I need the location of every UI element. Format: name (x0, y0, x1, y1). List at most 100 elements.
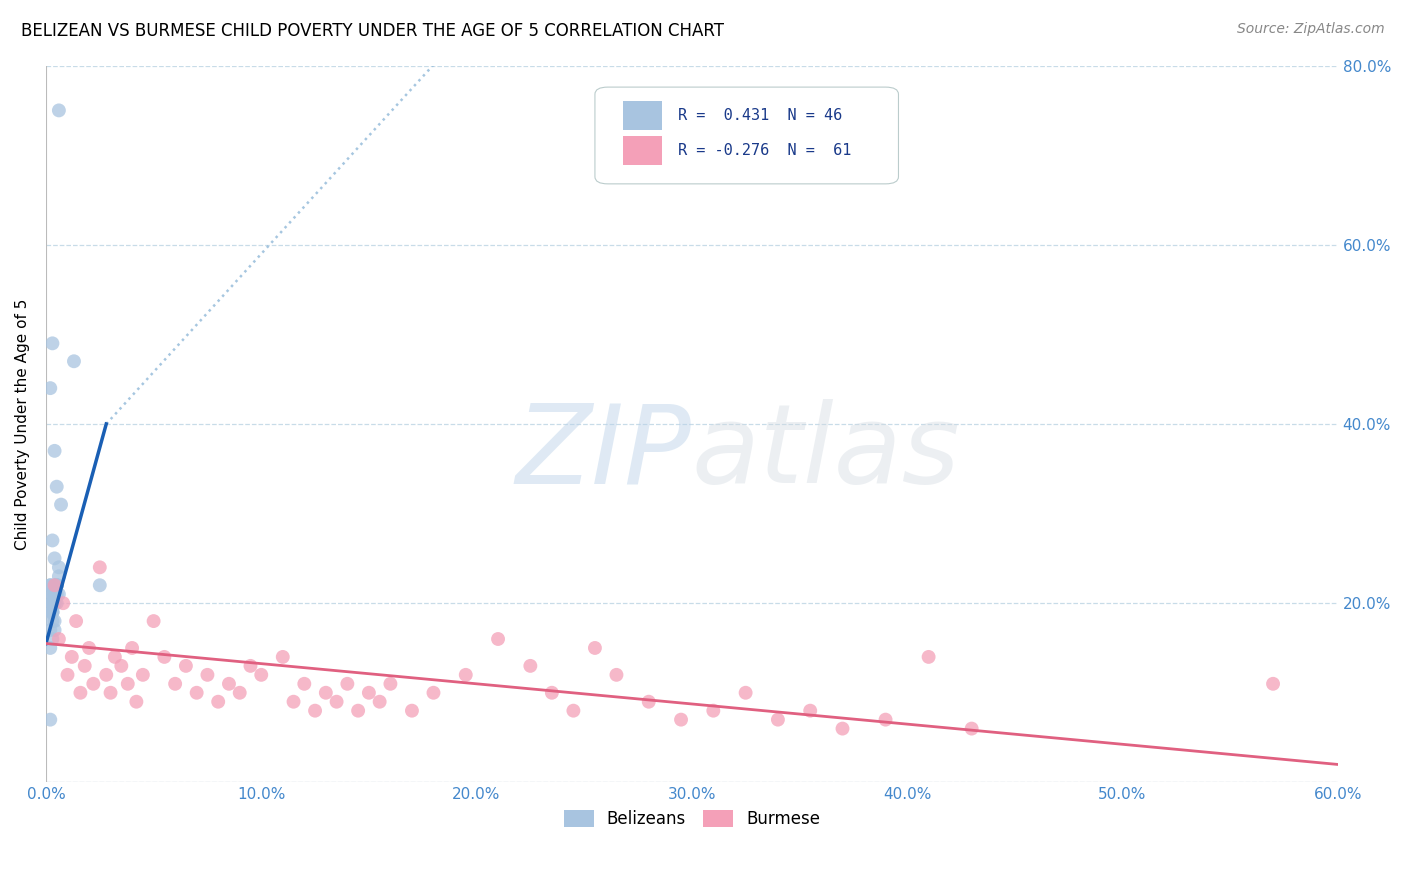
Text: ZIP: ZIP (516, 399, 692, 506)
Y-axis label: Child Poverty Under the Age of 5: Child Poverty Under the Age of 5 (15, 298, 30, 549)
Point (65, 614, 87, 628)
Point (401, 704, 423, 718)
Point (44, 551, 66, 566)
Point (454, 668, 477, 682)
Point (562, 704, 585, 718)
Point (799, 704, 821, 718)
Point (44, 587, 66, 601)
Text: atlas: atlas (692, 399, 960, 506)
Point (60, 649, 83, 664)
Bar (623, 136, 662, 164)
Point (44, 587, 66, 601)
Point (125, 695, 148, 709)
Point (39, 381, 62, 395)
Point (77, 640, 100, 655)
Point (44, 596, 66, 610)
Point (336, 677, 359, 691)
Point (121, 640, 143, 655)
Point (48, 632, 70, 646)
Point (96, 668, 118, 682)
Point (875, 713, 897, 727)
Point (45, 578, 67, 592)
Point (44, 614, 66, 628)
Point (39, 605, 62, 619)
Point (100, 686, 122, 700)
Point (283, 695, 305, 709)
Point (39, 623, 62, 637)
Point (52, 596, 75, 610)
Point (89, 578, 111, 592)
Point (519, 659, 541, 673)
Text: R =  0.431  N = 46: R = 0.431 N = 46 (678, 108, 842, 123)
Legend: Belizeans, Burmese: Belizeans, Burmese (557, 804, 827, 835)
Point (39, 587, 62, 601)
Point (45, 587, 67, 601)
Point (304, 704, 326, 718)
Point (41, 596, 63, 610)
Point (44, 578, 66, 592)
Point (45, 480, 67, 494)
Point (41, 533, 63, 548)
Point (831, 722, 853, 736)
Point (132, 668, 155, 682)
Point (228, 686, 250, 700)
Point (82, 677, 104, 691)
Point (325, 695, 347, 709)
Point (239, 659, 262, 673)
Point (917, 649, 939, 664)
Text: R = -0.276  N =  61: R = -0.276 N = 61 (678, 143, 851, 158)
Point (357, 686, 380, 700)
Point (89, 560, 111, 574)
Point (583, 640, 606, 655)
Point (165, 677, 187, 691)
Point (63, 354, 86, 368)
Point (380, 677, 402, 691)
Point (41, 336, 63, 351)
Point (41, 596, 63, 610)
Point (48, 560, 70, 574)
Point (45, 578, 67, 592)
Point (39, 578, 62, 592)
Point (44, 596, 66, 610)
Point (45, 578, 67, 592)
Point (702, 704, 724, 718)
Point (960, 722, 983, 736)
Point (186, 686, 208, 700)
Point (104, 649, 127, 664)
Point (153, 649, 176, 664)
Point (41, 596, 63, 610)
Point (73, 659, 96, 673)
Point (44, 443, 66, 458)
Point (41, 605, 63, 619)
Point (117, 677, 139, 691)
Point (45, 578, 67, 592)
Point (347, 704, 370, 718)
Point (41, 596, 63, 610)
Point (48, 103, 70, 118)
Point (669, 713, 692, 727)
Point (637, 695, 659, 709)
Point (69, 686, 91, 700)
Text: Source: ZipAtlas.com: Source: ZipAtlas.com (1237, 22, 1385, 37)
Point (45, 596, 67, 610)
Point (368, 695, 391, 709)
Point (41, 605, 63, 619)
Point (1261, 677, 1284, 691)
Point (292, 677, 315, 691)
Point (39, 578, 62, 592)
Point (44, 587, 66, 601)
Point (315, 686, 337, 700)
FancyBboxPatch shape (595, 87, 898, 184)
Bar (623, 102, 662, 130)
Point (39, 640, 62, 655)
Point (250, 668, 273, 682)
Point (41, 605, 63, 619)
Point (39, 713, 62, 727)
Point (44, 596, 66, 610)
Point (49, 498, 72, 512)
Point (734, 686, 756, 700)
Point (44, 578, 66, 592)
Point (605, 668, 627, 682)
Point (48, 587, 70, 601)
Point (422, 686, 444, 700)
